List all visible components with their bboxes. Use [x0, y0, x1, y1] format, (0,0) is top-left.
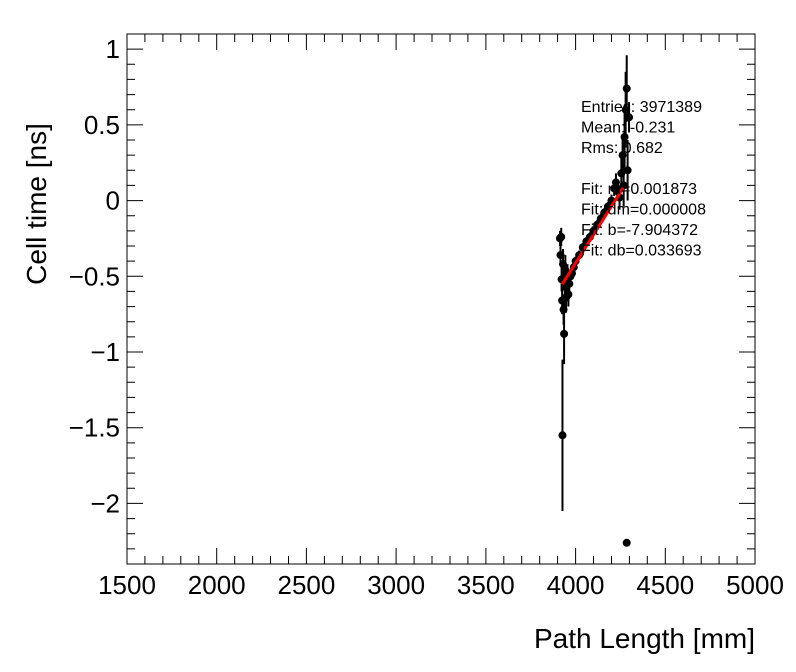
fit-line-segment [560, 187, 625, 286]
x-tick-label: 3500 [457, 570, 515, 600]
x-tick-labels: 1500 2000 2500 3000 3500 4000 4500 5000 [98, 570, 784, 600]
x-tick-label: 5000 [726, 570, 784, 600]
point-marker [565, 279, 574, 288]
point-marker [557, 232, 566, 241]
data-point [622, 538, 631, 547]
point-marker [622, 538, 631, 547]
x-tick-label: 2500 [278, 570, 336, 600]
tick-marks [126, 33, 756, 565]
stats-line: Rms: 0.682 [581, 140, 663, 157]
y-tick-label: −1.5 [69, 413, 120, 443]
point-marker [623, 166, 632, 175]
stats-box: Entries: 3971389 Mean: -0.231 Rms: 0.682 Fi… [581, 99, 706, 260]
x-tick-label: 1500 [98, 570, 156, 600]
stats-line: Mean: -0.231 [581, 120, 675, 137]
point-marker [564, 290, 573, 299]
y-tick-label: −2 [90, 488, 120, 518]
y-tick-label: 1 [106, 34, 120, 64]
point-marker [625, 113, 634, 122]
data-point [557, 227, 566, 246]
data-point [625, 102, 634, 133]
y-tick-labels: 1 0.5 0 −0.5 −1 −1.5 −2 [69, 34, 120, 518]
y-axis-title: Cell time [ns] [21, 123, 52, 285]
y-tick-label: 0 [106, 186, 120, 216]
data-point [622, 55, 631, 122]
data-point [623, 140, 632, 201]
y-tick-label: 0.5 [84, 110, 120, 140]
y-tick-label: −0.5 [69, 261, 120, 291]
x-tick-label: 4500 [636, 570, 694, 600]
y-tick-label: −1 [90, 337, 120, 367]
stats-line: Fit: m=0.001873 [581, 181, 697, 198]
x-tick-label: 2000 [188, 570, 246, 600]
x-tick-label: 3000 [367, 570, 425, 600]
x-tick-label: 4000 [547, 570, 605, 600]
data-points [555, 55, 634, 547]
point-marker [560, 329, 569, 338]
point-marker [558, 431, 567, 440]
plot-frame [126, 33, 756, 565]
stats-line: Fit: b=-7.904372 [581, 222, 698, 239]
data-point [558, 359, 567, 511]
stats-line: Entries: 3971389 [581, 99, 702, 116]
x-axis-title: Path Length [mm] [534, 623, 755, 654]
data-point [560, 303, 569, 365]
stats-line: Fit: dm=0.000008 [581, 202, 706, 219]
stats-line: Fit: db=0.033693 [581, 243, 702, 260]
point-marker [622, 84, 631, 93]
axis-ticks [126, 33, 756, 565]
fit-line [560, 187, 625, 286]
